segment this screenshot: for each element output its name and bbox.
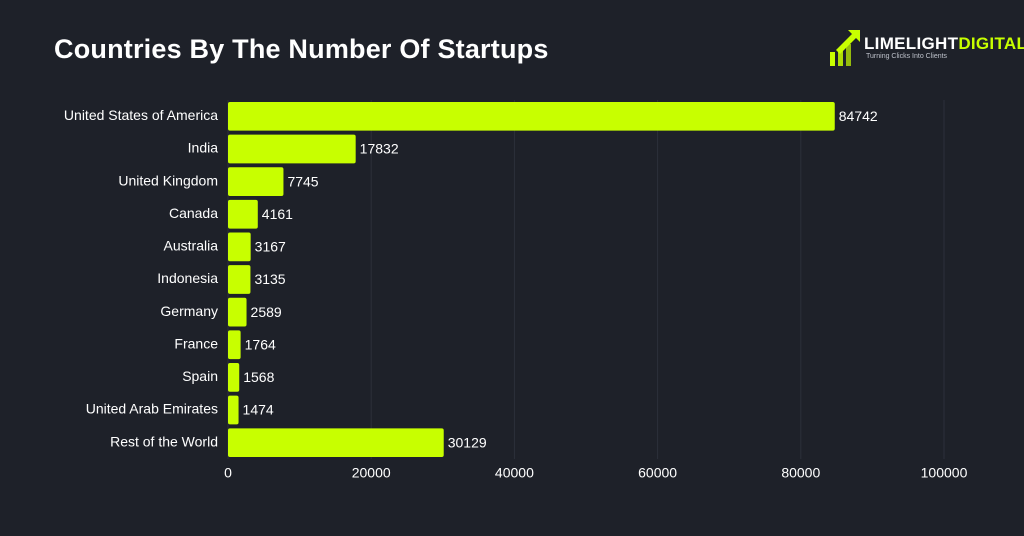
category-label: Australia (164, 238, 219, 254)
value-label: 4161 (262, 206, 293, 222)
x-tick-label: 80000 (781, 465, 820, 481)
bar (228, 167, 284, 196)
value-label: 1764 (245, 336, 276, 352)
bar (228, 232, 251, 262)
category-label: Canada (169, 205, 218, 221)
category-label: United Kingdom (118, 172, 218, 188)
category-label: France (174, 335, 218, 351)
category-label: Spain (182, 368, 218, 384)
bar (228, 428, 444, 458)
bar (228, 134, 356, 164)
value-label: 17832 (360, 141, 399, 157)
x-tick-label: 20000 (352, 465, 391, 481)
bar (228, 265, 251, 294)
category-label: United Arab Emirates (86, 401, 218, 417)
value-label: 1474 (243, 402, 274, 418)
labels: 0 20000 40000 60000 80000 100000 United States… (64, 107, 968, 481)
bar (228, 297, 247, 327)
category-label: Rest of the World (110, 433, 218, 449)
value-label: 7745 (287, 173, 318, 189)
bar (228, 363, 240, 392)
category-label: India (188, 140, 219, 156)
category-label: Germany (160, 303, 218, 319)
category-label: Indonesia (157, 270, 218, 286)
bars (228, 101, 835, 458)
x-tick-label: 100000 (921, 465, 968, 481)
bar (228, 395, 239, 425)
value-label: 84742 (839, 108, 878, 124)
value-label: 1568 (243, 369, 274, 385)
value-label: 2589 (251, 304, 282, 320)
lime-arrows-icon (830, 30, 860, 66)
x-tick-label: 0 (224, 465, 232, 481)
brand-tagline: Turning Clicks Into Clients (866, 53, 948, 60)
brand-name-part2: DIGITAL (958, 34, 1024, 53)
bar (228, 199, 258, 229)
bar (228, 101, 835, 131)
value-label: 3167 (255, 239, 286, 255)
x-tick-label: 60000 (638, 465, 677, 481)
brand-logo: LIMELIGHTDIGITAL Turning Clicks Into Cli… (826, 28, 1024, 68)
brand-name: LIMELIGHTDIGITAL (864, 34, 1024, 54)
value-label: 3135 (254, 271, 285, 287)
brand-name-part1: LIMELIGHT (864, 34, 959, 53)
chart-title: Countries By The Number Of Startups (54, 34, 549, 64)
bar (228, 330, 241, 360)
category-label: United States of America (64, 107, 218, 123)
value-label: 30129 (448, 434, 487, 450)
x-tick-label: 40000 (495, 465, 534, 481)
